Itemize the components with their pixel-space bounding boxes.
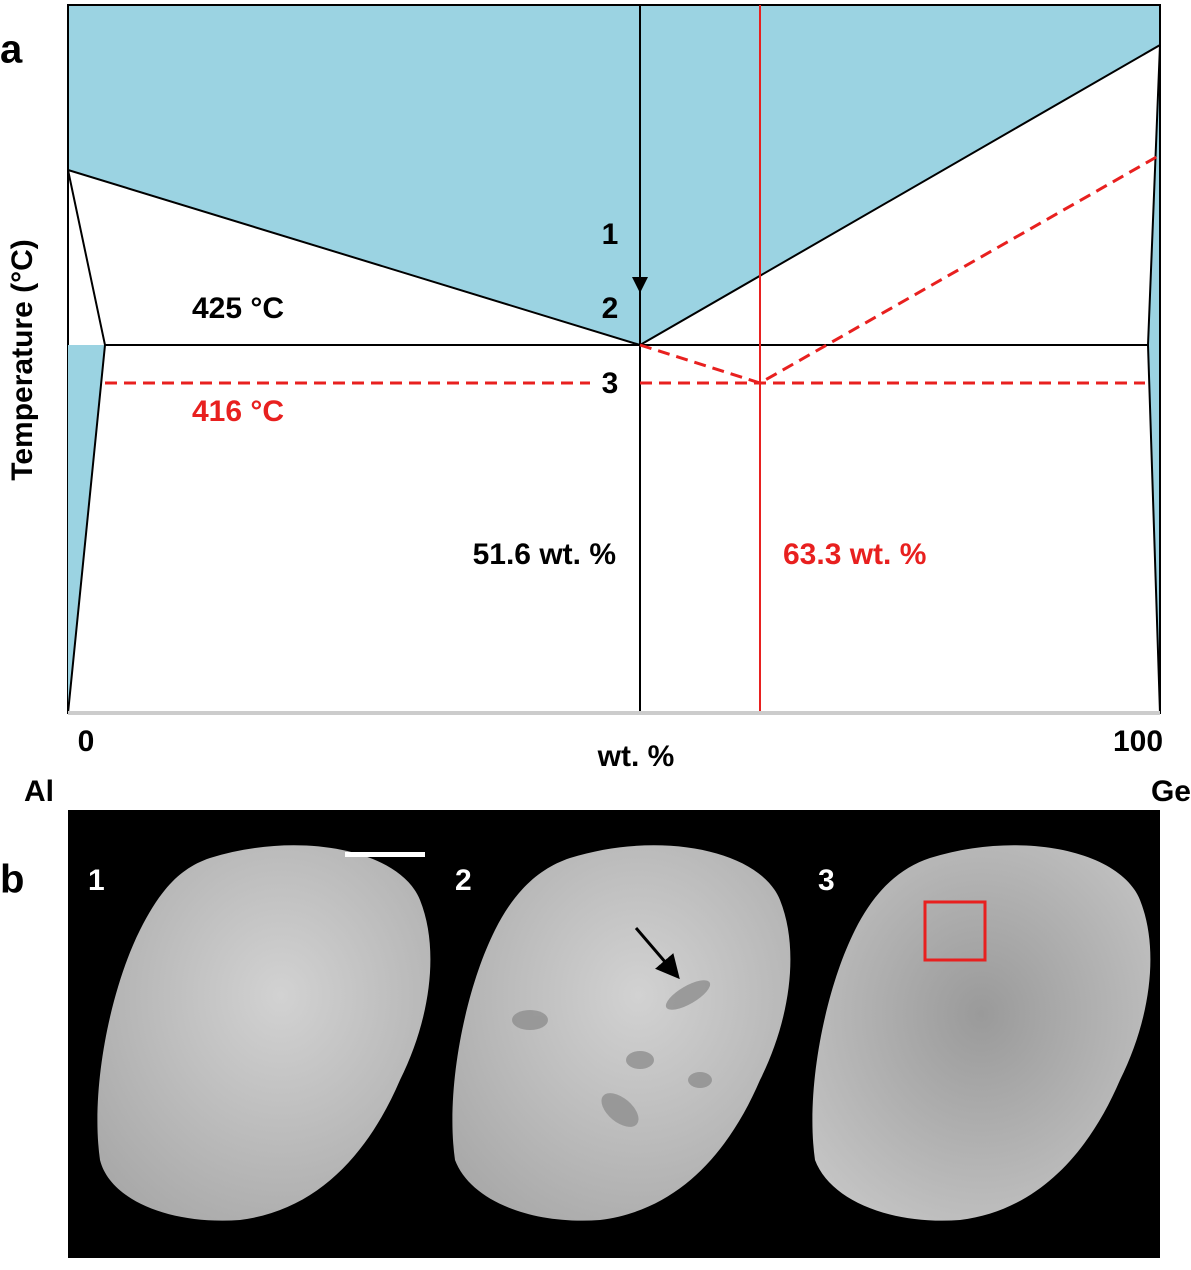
annotation: 51.6 wt. % [473, 538, 616, 571]
step-label: 2 [602, 292, 619, 325]
x-tick-label: 100 [1113, 725, 1163, 758]
x-axis-label: wt. % [597, 740, 675, 773]
image-label: 2 [455, 864, 472, 897]
image-label: 3 [818, 864, 835, 897]
panel-label: a [0, 28, 23, 72]
annotation: 425 °C [192, 292, 284, 325]
y-axis-label: Temperature (°C) [6, 239, 39, 480]
micrographs [68, 810, 1160, 1258]
panel-label: b [0, 858, 24, 902]
x-tick-label: 0 [78, 725, 95, 758]
image-label: 1 [88, 864, 105, 897]
element-label: Al [24, 775, 54, 808]
step-label: 3 [602, 367, 619, 400]
element-label: Ge [1151, 775, 1191, 808]
step-label: 1 [602, 218, 619, 251]
phase-diagram [67, 4, 1161, 715]
annotation: 63.3 wt. % [783, 538, 926, 571]
annotation: 416 °C [192, 395, 284, 428]
